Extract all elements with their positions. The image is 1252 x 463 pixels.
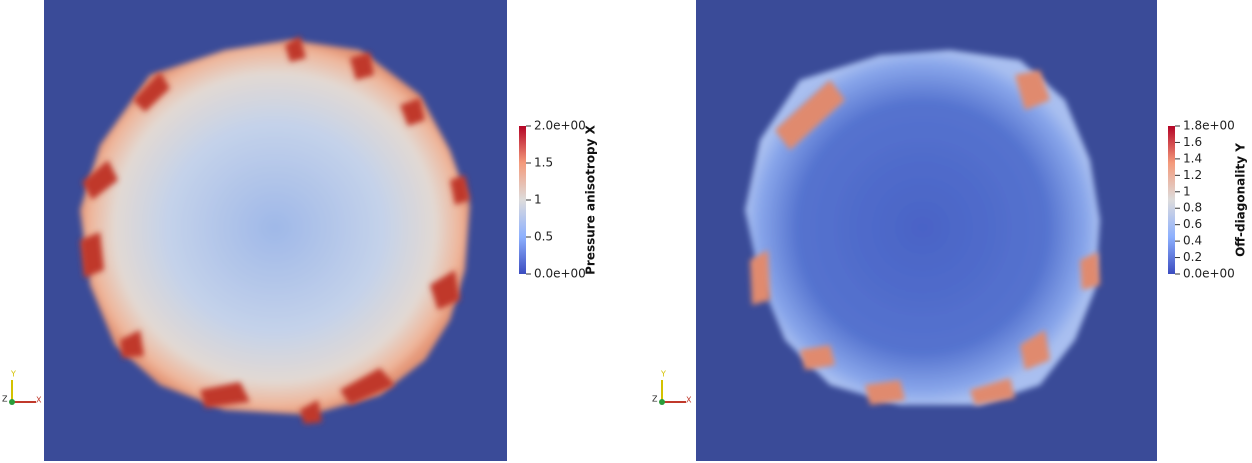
tick-label: 0.6	[1183, 217, 1202, 231]
colorbar-title: Pressure anisotropy X	[584, 124, 598, 275]
axis-label: Z	[2, 395, 8, 404]
hotspots	[750, 70, 1100, 405]
axes-triad: Y Z X	[2, 370, 42, 405]
axis-label: X	[686, 396, 692, 405]
tick-label: 2.0e+00	[534, 119, 586, 133]
tick-label: 0.0e+00	[534, 267, 586, 281]
left-view	[44, 0, 507, 461]
colorbar	[519, 126, 526, 274]
colorbar-title: Off-diagonality Y	[1234, 143, 1248, 257]
hotspots	[80, 36, 470, 424]
field	[745, 50, 1100, 405]
tick-label: 1.4	[1183, 151, 1202, 165]
axis-label: Y	[660, 370, 666, 379]
tick-label: 0.5	[534, 230, 553, 244]
tick-label: 1.6	[1183, 135, 1202, 149]
tick-label: 0.4	[1183, 234, 1202, 248]
axis-label: Z	[652, 395, 658, 404]
tick-label: 1	[534, 193, 542, 207]
tick-label: 1	[1183, 184, 1191, 198]
axis-label: X	[36, 396, 42, 405]
tick-label: 1.8e+00	[1183, 119, 1235, 133]
tick-label: 1.2	[1183, 168, 1202, 182]
tick-label: 1.5	[534, 156, 553, 170]
axis-label: Y	[10, 370, 16, 379]
axes-triad: Y Z X	[652, 370, 692, 405]
field	[80, 40, 470, 415]
tick-label: 0.2	[1183, 250, 1202, 264]
colorbar	[1168, 126, 1175, 274]
right-view	[696, 0, 1157, 461]
tick-label: 0.8	[1183, 201, 1202, 215]
tick-label: 0.0e+00	[1183, 267, 1235, 281]
